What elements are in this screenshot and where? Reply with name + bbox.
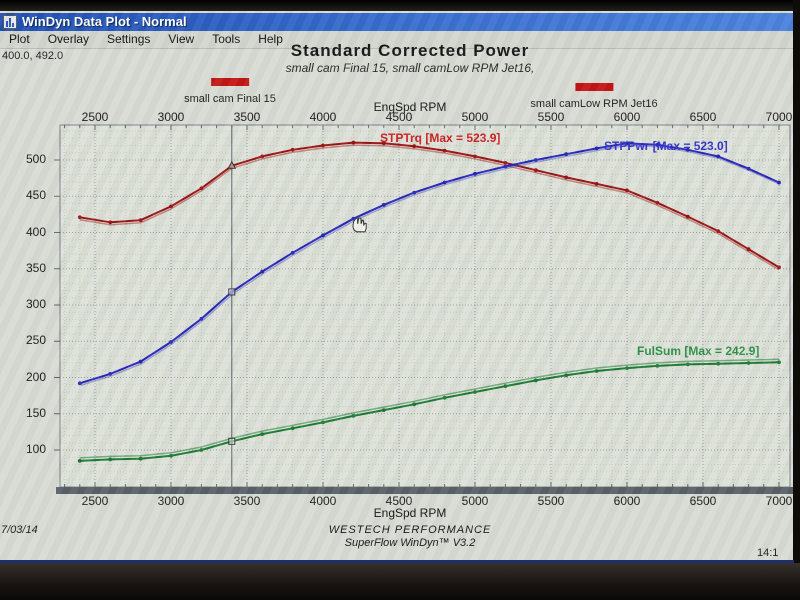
y-tick: 400: [25, 224, 46, 239]
x-tick-bottom: 6000: [613, 494, 641, 508]
x-tick-top: 3500: [233, 110, 261, 124]
x-tick-bottom: 5000: [461, 494, 489, 508]
x-tick-top: 6500: [689, 110, 717, 124]
x-tick-bottom: 4000: [309, 494, 337, 508]
menu-item-overlay[interactable]: Overlay: [47, 32, 90, 46]
x-tick-top: 5000: [461, 110, 489, 124]
legend-swatch: [210, 78, 249, 86]
footer-dyno-shop: WESTECH PERFORMANCE: [328, 524, 492, 536]
x-tick-top: 2500: [81, 110, 109, 124]
legend-label: small camLow RPM Jet16: [530, 98, 658, 110]
menu-item-settings[interactable]: Settings: [107, 32, 151, 46]
curve-label-fulsum: FulSum [Max = 242.9]: [637, 344, 760, 358]
x-tick-bottom: 2500: [81, 494, 109, 508]
curve-label-stppwr: STPPwr [Max = 523.0]: [604, 139, 728, 153]
x-tick-top: 5500: [537, 110, 565, 124]
x-tick-bottom: 6500: [689, 494, 717, 508]
legend-swatch: [575, 83, 613, 91]
y-tick: 450: [25, 188, 46, 203]
x-tick-bottom: 5500: [537, 494, 565, 508]
hand-cursor: [352, 217, 367, 233]
bezel-bottom: ViewSonic MSD: [0, 563, 800, 600]
screen-bottom-edge: [0, 560, 794, 563]
y-tick: 150: [25, 405, 46, 420]
x-tick-top: 6000: [613, 110, 641, 124]
legend-item: small cam Final 15: [184, 78, 276, 107]
x-tick-top: 7000: [765, 110, 793, 124]
x-tick-bottom: 7000: [765, 494, 793, 508]
footer-software-version: SuperFlow WinDyn™ V3.2: [344, 537, 476, 549]
chart-subtitle: small cam Final 15, small camLow RPM Jet…: [285, 61, 535, 75]
bezel-right: [793, 0, 800, 600]
y-tick: 100: [25, 442, 46, 456]
windyn-app-icon: [3, 15, 17, 29]
window-titlebar[interactable]: WinDyn Data Plot - Normal: [0, 13, 794, 31]
y-tick: 200: [25, 369, 46, 384]
x-tick-top: 3000: [157, 110, 185, 124]
x-tick-bottom: 3500: [233, 494, 261, 508]
y-tick: 350: [25, 260, 46, 275]
menu-item-plot[interactable]: Plot: [9, 32, 30, 46]
legend-label: small cam Final 15: [184, 93, 276, 105]
curve-label-stptrq: STPTrq [Max = 523.9]: [380, 131, 501, 145]
y-tick: 250: [25, 333, 46, 348]
menu-item-help[interactable]: Help: [258, 32, 283, 46]
legend-item: small camLow RPM Jet16: [530, 83, 658, 112]
y-tick: 500: [25, 152, 46, 166]
chart-title: Standard Corrected Power: [290, 41, 530, 60]
top-axis-label: EngSpd RPM: [373, 100, 447, 114]
menu-item-tools[interactable]: Tools: [212, 32, 241, 46]
x-tick-top: 4000: [309, 110, 337, 124]
y-tick: 300: [25, 297, 46, 311]
bottom-axis-label: EngSpd RPM: [373, 506, 447, 520]
x-tick-bottom: 3000: [157, 494, 185, 508]
menu-bar: Plot Overlay Settings View Tools Help: [0, 31, 794, 49]
time-stamp: 14:1: [757, 547, 779, 559]
menu-item-view[interactable]: View: [168, 32, 195, 46]
date-stamp: 7/03/14: [1, 524, 38, 536]
cursor-readout: 400.0, 492.0: [2, 50, 64, 62]
window-title: WinDyn Data Plot - Normal: [22, 14, 187, 29]
bezel-top: [0, 0, 800, 11]
x-tick-top: 4500: [385, 110, 413, 124]
x-tick-bottom: 4500: [385, 494, 413, 508]
